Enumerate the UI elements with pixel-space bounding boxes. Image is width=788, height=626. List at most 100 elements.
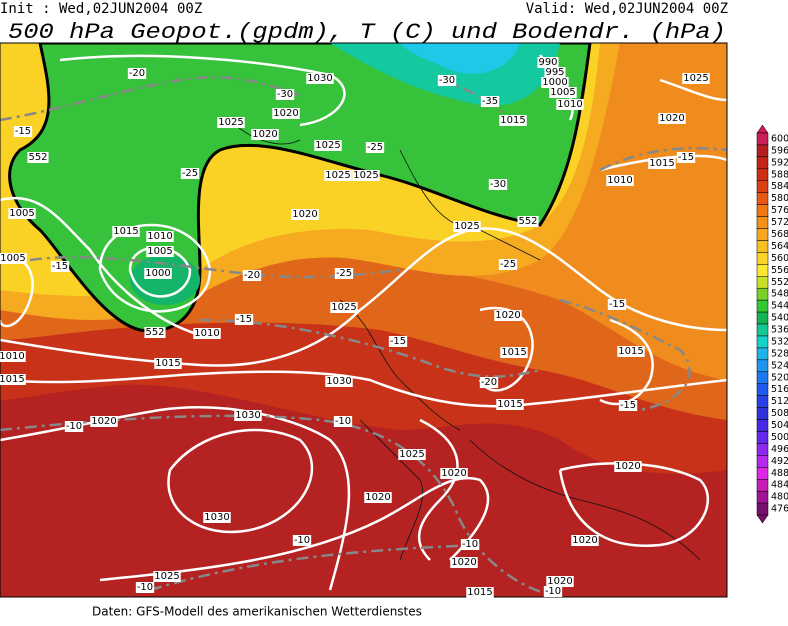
contour-label-box [0,374,26,385]
map-frame [0,42,728,598]
contour-label-text: 1015 [501,347,526,358]
contour-label-text: 1015 [497,399,522,410]
colorbar: 6005965925885845805765725685645605565525… [756,124,788,524]
colorbar-swatch [756,467,769,480]
colorbar-label: 552 [771,277,788,288]
contour-label: -15 [13,126,33,137]
contour-label: 1015 [617,346,645,357]
contour-label: -15 [234,314,254,325]
colorbar-swatch [756,132,769,146]
colorbar-swatch [756,490,769,504]
contour-label: 1005 [549,87,577,98]
colorbar-cap-bottom [756,514,769,524]
contour-label-box [0,351,26,362]
contour-label: 1030 [234,410,262,421]
contour-label: 1020 [614,461,642,472]
contour-label-box [272,108,300,119]
contour-label-box [275,89,295,100]
colorbar-label: 512 [771,396,788,407]
contour-label: -10 [292,535,312,546]
contour-label: 1015 [499,115,527,126]
contour-label-text: -30 [439,75,455,86]
contour-label: 1020 [658,113,686,124]
contour-label: -15 [676,152,696,163]
colorbar-label: 484 [771,480,788,491]
contour-label-text: -10 [462,539,478,550]
contour-label-text: -10 [66,421,82,432]
contour-label-box [571,535,599,546]
contour-label-text: 1015 [649,158,674,169]
contour-label-text: -15 [609,299,625,310]
contour-label-box [135,582,155,593]
colorbar-label: 568 [771,229,788,240]
contour-label-text: -15 [236,314,252,325]
contour-label: -15 [388,336,408,347]
contour-label: 1020 [251,129,279,140]
contour-label: -10 [460,539,480,550]
contour-label-text: 1005 [550,87,575,98]
colorbar-swatch [756,228,769,241]
colorbar-swatch [756,443,769,456]
colorbar-swatch [756,431,769,444]
contour-label-box [180,168,200,179]
colorbar-swatch [756,455,769,468]
contour-label-box [494,310,522,321]
contour-label-box [13,126,33,137]
contour-label-text: 552 [518,216,537,227]
contour-label: 552 [27,152,49,163]
contour-label-box [682,73,710,84]
contour-label: 1015 [0,374,26,385]
colorbar-swatch [756,383,769,396]
contour-label: 1015 [466,587,494,598]
contour-label-text: 1025 [454,221,479,232]
contour-label-text: 1025 [315,140,340,151]
contour-label: 990 [537,57,559,68]
contour-label-box [333,416,353,427]
contour-label: -15 [50,261,70,272]
contour-label-text: 1030 [326,376,351,387]
contour-label: 1015 [648,158,676,169]
contour-label-text: -25 [500,259,516,270]
contour-label-box [556,99,584,110]
colorbar-label: 516 [771,384,788,395]
colorbar-label: 524 [771,360,788,371]
contour-label: -25 [498,259,518,270]
colorbar-swatch [756,347,769,361]
contour-label-box [0,253,27,264]
contour-label: 1025 [324,170,352,181]
colorbar-label: 480 [771,492,788,503]
contour-label-box [203,512,231,523]
contour-label-box [291,209,319,220]
contour-label-text: 1020 [365,492,390,503]
contour-label-box [234,410,262,421]
map-field [0,43,727,597]
contour-label-text: 1010 [147,231,172,242]
contour-label-box [546,576,574,587]
contour-label: -10 [333,416,353,427]
contour-label-text: 1025 [353,170,378,181]
contour-label-box [676,152,696,163]
contour-label: 552 [144,327,166,338]
colorbar-label: 544 [771,301,788,312]
colorbar-swatch [756,419,769,432]
contour-label-box [334,268,354,279]
colorbar-swatch [756,204,769,217]
contour-label-text: 1010 [607,175,632,186]
colorbar-swatch [756,252,769,265]
contour-label-box [496,399,524,410]
contour-label: 1020 [364,492,392,503]
contour-label: -10 [135,582,155,593]
contour-label: -20 [479,377,499,388]
colorbar-label: 584 [771,181,788,192]
colorbar-swatch [756,276,769,289]
colorbar-label: 488 [771,468,788,479]
contour-label-text: -15 [678,152,694,163]
colorbar-label: 556 [771,265,788,276]
colorbar-swatch [756,299,769,313]
contour-label-text: 1025 [683,73,708,84]
colorbar-label: 496 [771,444,788,455]
contour-label-box [388,336,408,347]
contour-label: -15 [607,299,627,310]
contour-label-text: 1015 [500,115,525,126]
contour-label-box [450,557,478,568]
